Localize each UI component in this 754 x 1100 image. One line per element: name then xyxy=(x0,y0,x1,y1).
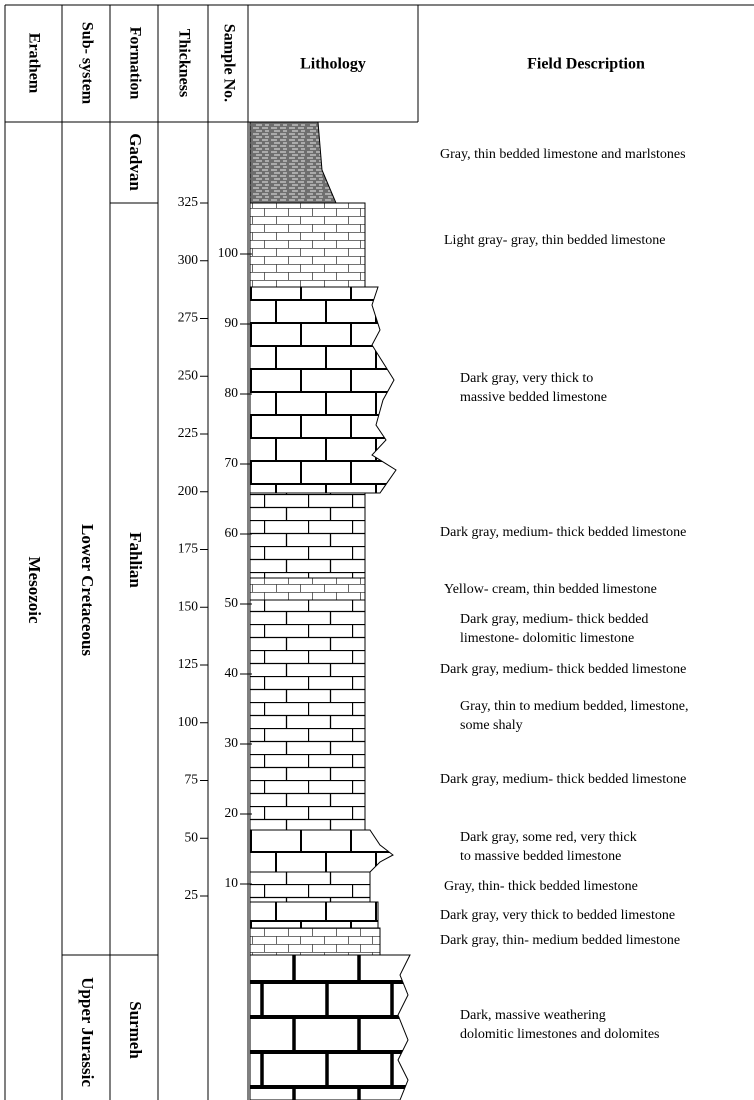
field-description: Dark gray, very thick to xyxy=(460,371,593,386)
sample-label: 10 xyxy=(225,875,239,890)
field-description: Light gray- gray, thin bedded limestone xyxy=(444,233,665,248)
formation-label: Gadvan xyxy=(126,133,145,191)
field-description: limestone- dolomitic limestone xyxy=(460,631,634,646)
layer xyxy=(250,493,365,578)
subsystem-label: Upper Jurassic xyxy=(78,977,97,1087)
layer xyxy=(250,955,410,1100)
thickness-label: 50 xyxy=(185,829,199,844)
thickness-label: 175 xyxy=(178,541,199,556)
header: Sample No. xyxy=(220,24,237,102)
sample-label: 40 xyxy=(225,665,239,680)
thickness-label: 150 xyxy=(178,598,199,613)
stratigraphic-column: Erathem Sub- system Formation Thickness … xyxy=(0,0,754,1100)
thickness-label: 325 xyxy=(178,194,199,209)
sample-label: 90 xyxy=(225,315,239,330)
thickness-label: 250 xyxy=(178,367,199,382)
formation-label: Fahlian xyxy=(126,532,145,588)
sample-label: 100 xyxy=(218,245,239,260)
erathem-label: Mesozoic xyxy=(25,556,44,623)
thickness-label: 300 xyxy=(178,252,199,267)
layer xyxy=(250,872,370,902)
field-description: Gray, thin- thick bedded limestone xyxy=(444,879,638,894)
layer xyxy=(250,578,365,600)
thickness-label: 225 xyxy=(178,425,199,440)
thickness-label: 75 xyxy=(185,772,199,787)
sample-label: 70 xyxy=(225,455,239,470)
field-description: to massive bedded limestone xyxy=(460,849,621,864)
thickness-label: 200 xyxy=(178,483,199,498)
sample-label: 80 xyxy=(225,385,239,400)
subsystem-label: Lower Cretaceous xyxy=(78,524,97,656)
field-description: Dark gray, thin- medium bedded limestone xyxy=(440,933,680,948)
header: Erathem xyxy=(25,33,42,94)
formation-label: Surmeh xyxy=(126,1001,145,1059)
field-description: Yellow- cream, thin bedded limestone xyxy=(444,582,657,597)
field-description: massive bedded limestone xyxy=(460,390,607,405)
layer xyxy=(250,600,365,830)
sample-label: 60 xyxy=(225,525,239,540)
thickness-label: 275 xyxy=(178,310,199,325)
sample-label: 50 xyxy=(225,595,239,610)
thickness-label: 125 xyxy=(178,656,199,671)
header: Field Description xyxy=(527,56,645,73)
thickness-label: 100 xyxy=(178,714,199,729)
header: Thickness xyxy=(175,29,192,97)
layer xyxy=(250,122,336,203)
header: Sub- system xyxy=(78,22,95,105)
header: Formation xyxy=(126,27,143,100)
field-description: Dark gray, some red, very thick xyxy=(460,830,637,845)
field-description: Dark, massive weathering xyxy=(460,1008,606,1023)
layer xyxy=(250,203,365,287)
thickness-label: 25 xyxy=(185,887,199,902)
layer xyxy=(250,928,380,955)
layer xyxy=(250,287,396,493)
layer xyxy=(250,902,378,928)
lithology xyxy=(250,122,410,1100)
field-description: Dark gray, medium- thick bedded limeston… xyxy=(440,525,686,540)
layer xyxy=(250,830,393,872)
field-description: Dark gray, medium- thick bedded limeston… xyxy=(440,772,686,787)
field-description: dolomitic limestones and dolomites xyxy=(460,1027,659,1042)
field-description: Dark gray, medium- thick bedded limeston… xyxy=(440,662,686,677)
field-description: some shaly xyxy=(460,718,523,733)
sample-label: 20 xyxy=(225,805,239,820)
field-description: Gray, thin to medium bedded, limestone, xyxy=(460,699,689,714)
field-description: Dark gray, medium- thick bedded xyxy=(460,612,648,627)
sample-label: 30 xyxy=(225,735,239,750)
header: Lithology xyxy=(300,56,366,73)
field-description: Gray, thin bedded limestone and marlston… xyxy=(440,147,686,162)
field-description: Dark gray, very thick to bedded limeston… xyxy=(440,908,675,923)
